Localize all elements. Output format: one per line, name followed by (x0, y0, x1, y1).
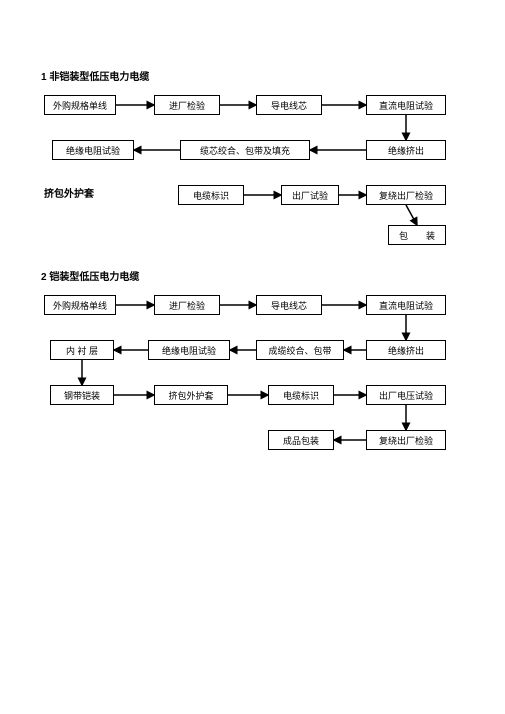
section1-title: 1 非铠装型低压电力电缆 (41, 68, 149, 83)
page: 1 非铠装型低压电力电缆 2 铠装型低压电力电缆 外购规格单线进厂检验导电线芯直… (0, 0, 505, 714)
flow-node: 成品包装 (268, 430, 334, 450)
flow-node: 外购规格单线 (44, 95, 116, 115)
flow-node: 绝缘电阻试验 (52, 140, 134, 160)
flow-node: 直流电阻试验 (366, 295, 446, 315)
flow-node: 导电线芯 (256, 95, 322, 115)
flow-node: 钢带铠装 (50, 385, 114, 405)
flow-node: 电缆标识 (178, 185, 244, 205)
flow-node: 绝缘挤出 (366, 340, 446, 360)
flow-node: 出厂电压试验 (366, 385, 446, 405)
flow-node: 挤包外护套 (154, 385, 228, 405)
section2-title: 2 铠装型低压电力电缆 (41, 268, 139, 283)
flow-node: 出厂试验 (281, 185, 339, 205)
flow-node: 导电线芯 (256, 295, 322, 315)
flow-node: 绝缘电阻试验 (148, 340, 230, 360)
flow-label: 挤包外护套 (44, 185, 118, 205)
flow-node: 直流电阻试验 (366, 95, 446, 115)
flow-node: 缆芯绞合、包带及填充 (180, 140, 310, 160)
flow-node: 复绕出厂检验 (366, 185, 446, 205)
flow-node: 电缆标识 (268, 385, 334, 405)
flow-node: 复绕出厂检验 (366, 430, 446, 450)
flow-node: 绝缘挤出 (366, 140, 446, 160)
flow-node: 包 装 (388, 225, 446, 245)
flow-node: 内 衬 层 (50, 340, 114, 360)
flow-node: 成缆绞合、包带 (256, 340, 344, 360)
flow-node: 进厂检验 (154, 295, 220, 315)
flow-node: 外购规格单线 (44, 295, 116, 315)
flow-node: 进厂检验 (154, 95, 220, 115)
